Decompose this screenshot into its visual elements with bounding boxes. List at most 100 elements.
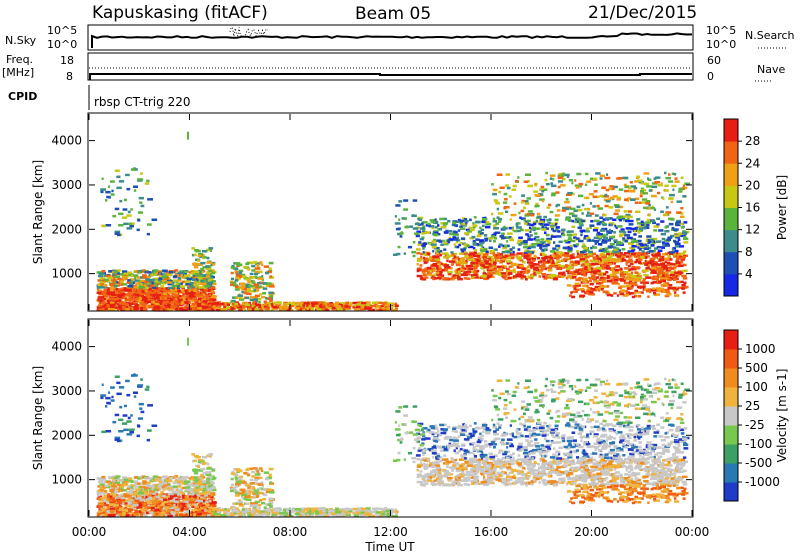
echo-cell [662, 241, 665, 244]
echo-cell [508, 236, 512, 239]
echo-cell [210, 286, 216, 289]
echo-cell [336, 307, 342, 310]
echo-cell [487, 272, 494, 275]
echo-cell [518, 211, 521, 215]
echo-cell [119, 301, 125, 304]
echo-cell [195, 293, 200, 296]
echo-cell [502, 258, 507, 261]
echo-cell [421, 244, 426, 247]
echo-cell [187, 298, 190, 301]
echo-cell [655, 287, 662, 290]
echo-cell [118, 180, 125, 183]
echo-cell [258, 309, 264, 312]
echo-cell [418, 218, 423, 221]
echo-cell [423, 253, 429, 256]
echo-cell [455, 261, 460, 264]
echo-cell [539, 259, 545, 263]
echo-cell [588, 268, 594, 271]
echo-cell [582, 267, 587, 270]
echo-cell [116, 233, 121, 237]
echo-cell [328, 306, 332, 310]
echo-cell [106, 295, 109, 298]
echo-cell [455, 268, 458, 272]
echo-cell [511, 246, 515, 249]
echo-cell [199, 296, 204, 300]
echo-cell [200, 303, 205, 306]
echo-cell [310, 306, 315, 309]
echo-cell [188, 295, 195, 298]
echo-cell [248, 301, 251, 305]
echo-cell [185, 307, 189, 310]
echo-cell [266, 270, 272, 274]
echo-cell [571, 276, 577, 279]
echo-cell [593, 277, 598, 280]
echo-cell [509, 253, 515, 256]
echo-cell [472, 242, 477, 245]
echo-cell [432, 255, 436, 259]
echo-cell [496, 216, 500, 219]
echo-cell [537, 193, 544, 196]
echo-cell [399, 232, 404, 235]
echo-cell [631, 245, 638, 248]
echo-cell [249, 307, 255, 310]
echo-cell [448, 260, 455, 263]
echo-cell [141, 284, 147, 287]
echo-cell [639, 255, 645, 259]
echo-cell [482, 253, 489, 256]
echo-cell [208, 269, 213, 273]
echo-cell [422, 247, 425, 250]
echo-cell [505, 173, 511, 176]
echo-cell [530, 213, 535, 217]
echo-cell [253, 296, 258, 299]
echo-cell [99, 286, 105, 289]
echo-cell [516, 252, 523, 255]
echo-cell [447, 230, 453, 233]
echo-cell [567, 248, 573, 251]
echo-cell [677, 286, 682, 289]
echo-cell [257, 277, 264, 280]
echo-cell [171, 306, 176, 309]
echo-cell [558, 240, 563, 244]
echo-cell [97, 495, 102, 499]
echo-cell [583, 269, 589, 273]
echo-cell [383, 302, 388, 305]
echo-cell [654, 253, 661, 256]
echo-cell [479, 232, 484, 235]
echo-cell [599, 194, 604, 198]
echo-cell [121, 296, 128, 299]
echo-cell [605, 217, 611, 220]
echo-cell [134, 270, 139, 273]
echo-cell [462, 217, 466, 220]
echo-cell [141, 289, 144, 292]
echo-cell [555, 275, 559, 278]
echo-cell [367, 301, 371, 304]
echo-cell [579, 268, 585, 271]
echo-cell [273, 302, 276, 305]
echo-cell [235, 285, 240, 288]
echo-cell [672, 247, 676, 250]
echo-cell [530, 266, 533, 269]
echo-cell [190, 269, 196, 273]
echo-cell [580, 264, 585, 267]
echo-cell [590, 246, 593, 250]
echo-cell [262, 292, 266, 295]
echo-cell [126, 289, 132, 292]
echo-cell [556, 251, 562, 254]
echo-cell [632, 291, 637, 295]
echo-cell [493, 224, 497, 227]
echo-cell [200, 509, 205, 512]
echo-cell [606, 230, 611, 233]
echo-cell [206, 297, 209, 300]
echo-cell [104, 305, 108, 308]
echo-cell [126, 275, 129, 278]
echo-cell [113, 287, 117, 291]
echo-cell [438, 267, 443, 271]
echo-cell [640, 291, 644, 294]
echo-cell [117, 284, 121, 287]
echo-cell [199, 295, 204, 298]
echo-cell [654, 181, 660, 184]
echo-cell [550, 234, 554, 237]
echo-cell [652, 271, 657, 274]
echo-cell [605, 233, 609, 236]
echo-cell [578, 239, 584, 243]
